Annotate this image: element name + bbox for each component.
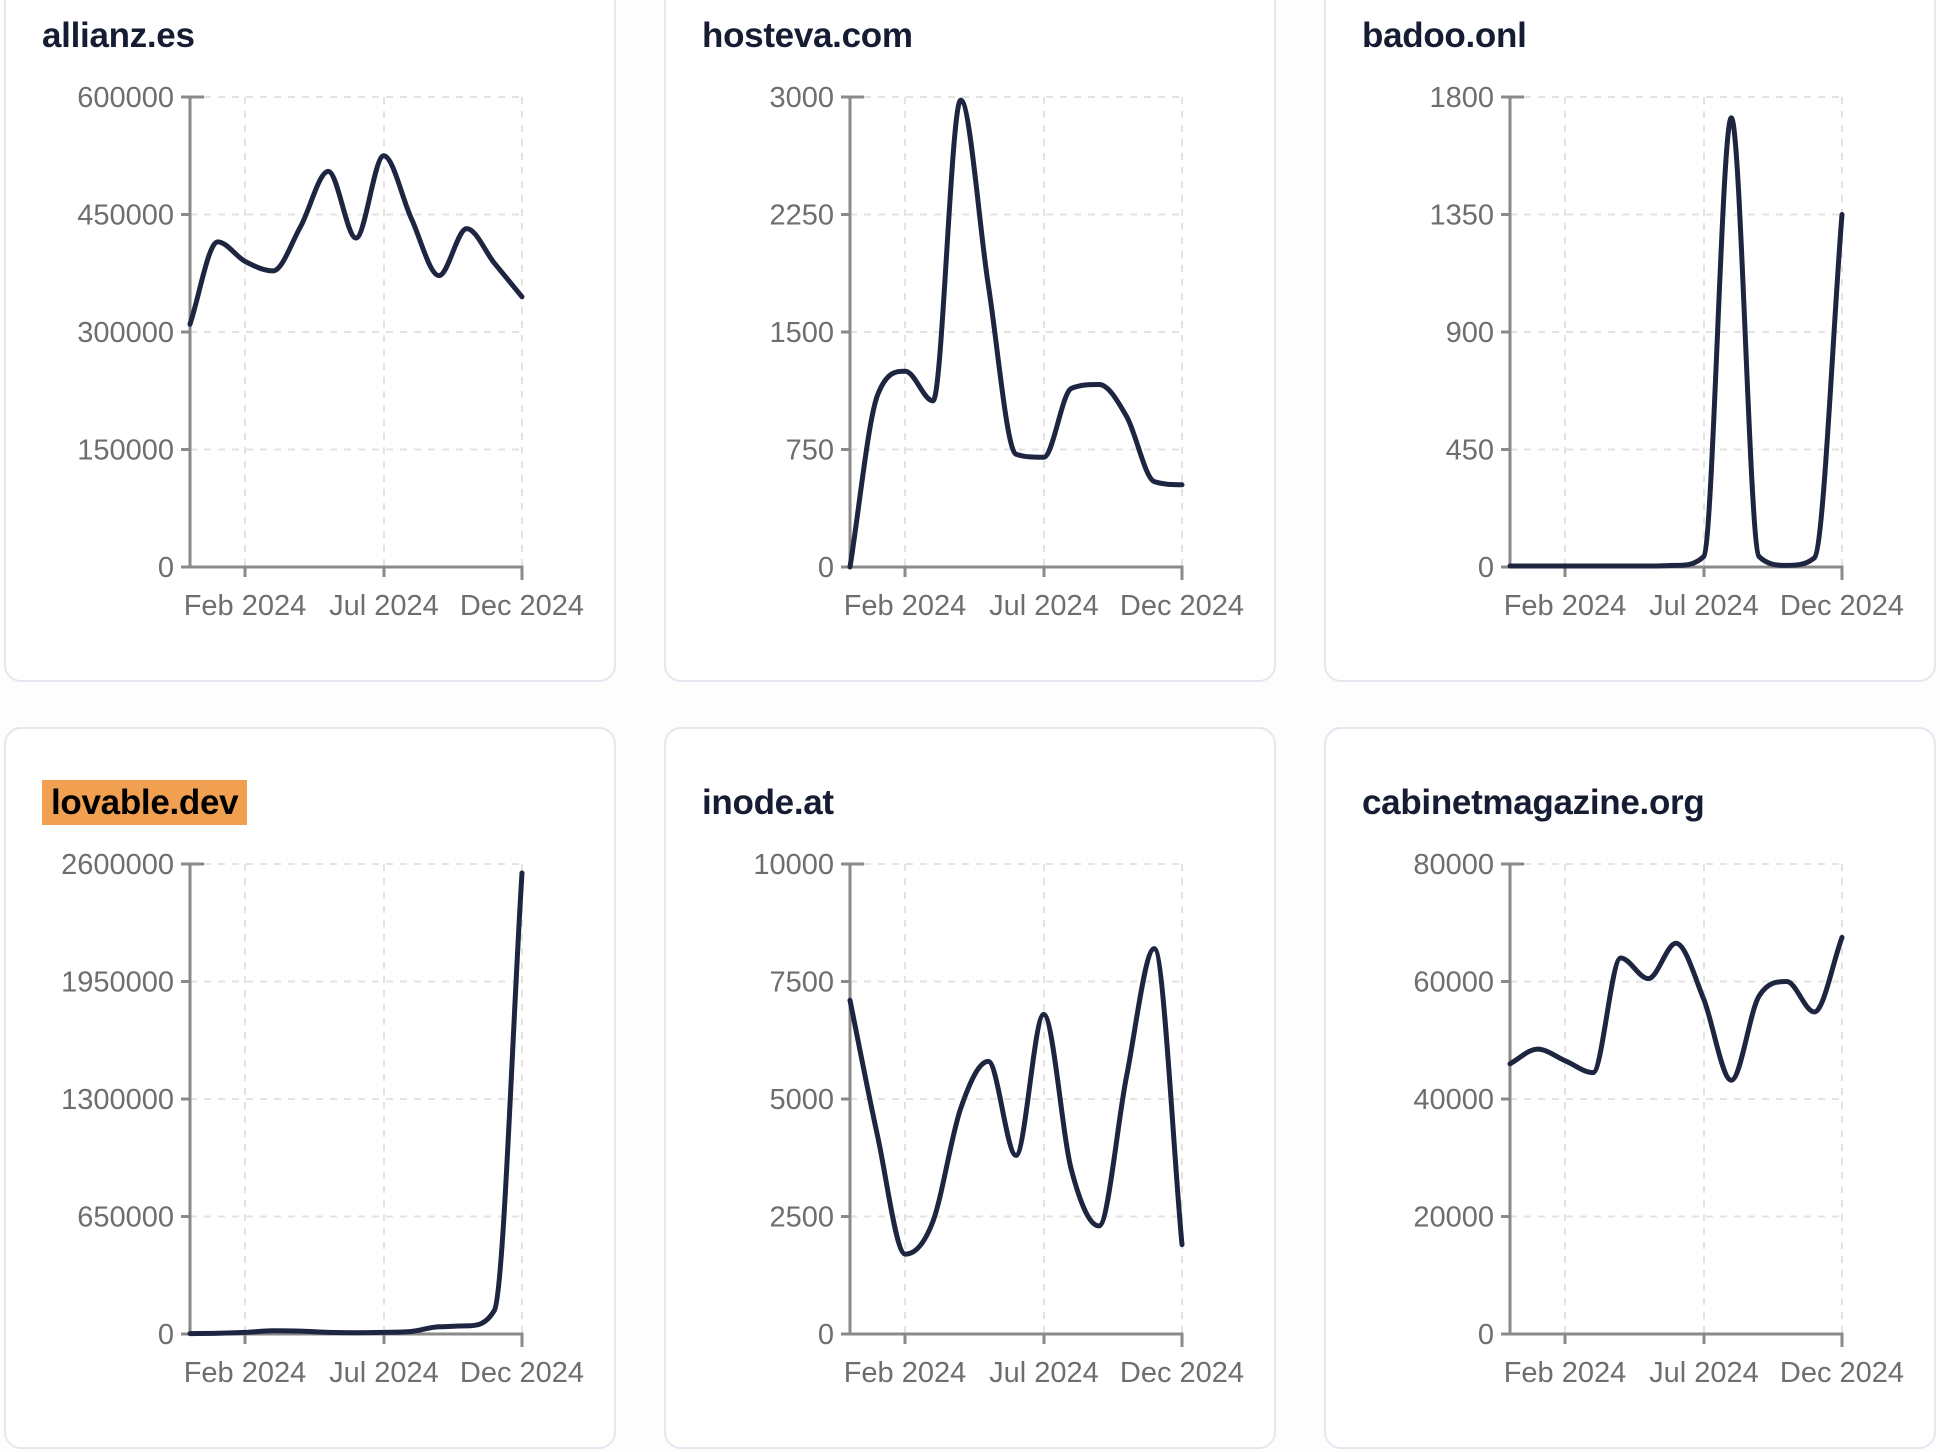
data-line <box>187 153 525 327</box>
y-tick-label: 60000 <box>1413 967 1494 999</box>
y-tick-label: 20000 <box>1413 1202 1494 1234</box>
gridlines <box>190 96 523 567</box>
x-tick-label: Feb 2024 <box>1504 1357 1627 1389</box>
x-tick-label: Dec 2024 <box>460 1357 584 1389</box>
domain-label: hosteva.com <box>702 16 913 55</box>
chart-title: inode.at <box>702 783 834 823</box>
x-tick-label: Dec 2024 <box>1780 1357 1904 1389</box>
x-tick-label: Dec 2024 <box>1120 1357 1244 1389</box>
y-tick-label: 650000 <box>77 1202 174 1234</box>
y-tick-label: 2250 <box>769 200 834 232</box>
line-chart: 0 150000 300000 450000 600000 Feb 2024 Jul 202… <box>77 82 584 622</box>
y-tick-label: 150000 <box>77 435 174 467</box>
y-tick-label: 7500 <box>769 967 834 999</box>
y-tick-label: 1500 <box>769 317 834 349</box>
x-tick-label: Feb 2024 <box>844 590 967 622</box>
chart-card[interactable]: lovable.dev 0 650000 1300000 1950000 2600000 F… <box>4 727 616 1449</box>
y-tick-label: 1950000 <box>61 967 174 999</box>
line-chart: 0 750 1500 2250 3000 Feb 2024 Jul 2024 Dec 2024 <box>769 82 1244 622</box>
y-tick-label: 450 <box>1446 435 1494 467</box>
domain-label: badoo.onl <box>1362 16 1527 55</box>
domain-label: cabinetmagazine.org <box>1362 783 1705 822</box>
y-tick-label: 5000 <box>769 1084 834 1116</box>
x-tick-label: Feb 2024 <box>1504 590 1627 622</box>
y-tick-label: 2600000 <box>61 849 174 881</box>
x-tick-label: Feb 2024 <box>844 1357 967 1389</box>
y-tick-label: 0 <box>818 1319 834 1351</box>
chart-card[interactable]: inode.at 0 2500 5000 7500 10000 Feb 2024 Jul 20… <box>664 727 1276 1449</box>
chart-title: lovable.dev <box>42 780 248 825</box>
y-tick-label: 0 <box>818 552 834 584</box>
chart-title: badoo.onl <box>1362 16 1527 56</box>
x-tick-label: Feb 2024 <box>184 590 307 622</box>
x-tick-label: Jul 2024 <box>329 1357 439 1389</box>
y-tick-label: 750 <box>786 435 834 467</box>
x-tick-label: Jul 2024 <box>989 590 1099 622</box>
data-line <box>1507 934 1845 1083</box>
y-tick-label: 600000 <box>77 82 174 114</box>
chart-title: cabinetmagazine.org <box>1362 783 1705 823</box>
x-tick-label: Jul 2024 <box>1649 590 1759 622</box>
data-line <box>1507 115 1845 569</box>
axes <box>181 95 524 580</box>
chart-card[interactable]: cabinetmagazine.org 0 20000 40000 60000 80000… <box>1324 727 1936 1449</box>
line-chart: 0 2500 5000 7500 10000 Feb 2024 Jul 2024 Dec 20… <box>753 849 1244 1389</box>
chart-card-grid: allianz.es 0 150000 300000 450000 600000 Feb 2… <box>4 0 1936 1449</box>
axes <box>1501 862 1844 1347</box>
x-tick-label: Dec 2024 <box>1780 590 1904 622</box>
gridlines <box>1510 863 1843 1334</box>
chart-card[interactable]: allianz.es 0 150000 300000 450000 600000 Feb 2… <box>4 0 616 682</box>
y-tick-label: 0 <box>158 552 174 584</box>
data-line <box>187 870 525 1337</box>
axes <box>181 862 524 1347</box>
line-chart: 0 20000 40000 60000 80000 Feb 2024 Jul 2024 Dec… <box>1413 849 1904 1389</box>
domain-label: inode.at <box>702 783 834 822</box>
x-tick-label: Feb 2024 <box>184 1357 307 1389</box>
y-tick-label: 1800 <box>1429 82 1494 114</box>
y-tick-label: 300000 <box>77 317 174 349</box>
x-tick-label: Dec 2024 <box>460 590 584 622</box>
y-tick-label: 10000 <box>753 849 834 881</box>
axes <box>841 95 1184 580</box>
line-chart: 0 650000 1300000 1950000 2600000 Feb 2024 Jul … <box>61 849 584 1389</box>
chart-title: hosteva.com <box>702 16 913 56</box>
line-chart: 0 450 900 1350 1800 Feb 2024 Jul 2024 Dec 2024 <box>1429 82 1904 622</box>
y-tick-label: 40000 <box>1413 1084 1494 1116</box>
y-tick-label: 450000 <box>77 200 174 232</box>
x-tick-label: Jul 2024 <box>989 1357 1099 1389</box>
data-line <box>847 946 1185 1257</box>
y-tick-label: 0 <box>1478 1319 1494 1351</box>
gridlines <box>850 863 1183 1334</box>
y-tick-label: 0 <box>1478 552 1494 584</box>
chart-card[interactable]: hosteva.com 0 750 1500 2250 3000 Feb 2024 Jul 2… <box>664 0 1276 682</box>
gridlines <box>850 96 1183 567</box>
y-tick-label: 80000 <box>1413 849 1494 881</box>
gridlines <box>1510 96 1843 567</box>
axes <box>1501 95 1844 580</box>
gridlines <box>190 863 523 1334</box>
chart-title: allianz.es <box>42 16 195 56</box>
domain-label: allianz.es <box>42 16 195 55</box>
x-tick-label: Jul 2024 <box>329 590 439 622</box>
y-tick-label: 900 <box>1446 317 1494 349</box>
y-tick-label: 3000 <box>769 82 834 114</box>
y-tick-label: 0 <box>158 1319 174 1351</box>
y-tick-label: 2500 <box>769 1202 834 1234</box>
highlighted-domain-label: lovable.dev <box>42 780 248 825</box>
x-tick-label: Dec 2024 <box>1120 590 1244 622</box>
x-tick-label: Jul 2024 <box>1649 1357 1759 1389</box>
data-line <box>847 97 1185 570</box>
chart-card[interactable]: badoo.onl 0 450 900 1350 1800 Feb 2024 Jul 2024… <box>1324 0 1936 682</box>
y-tick-label: 1300000 <box>61 1084 174 1116</box>
y-tick-label: 1350 <box>1429 200 1494 232</box>
axes <box>841 862 1184 1347</box>
